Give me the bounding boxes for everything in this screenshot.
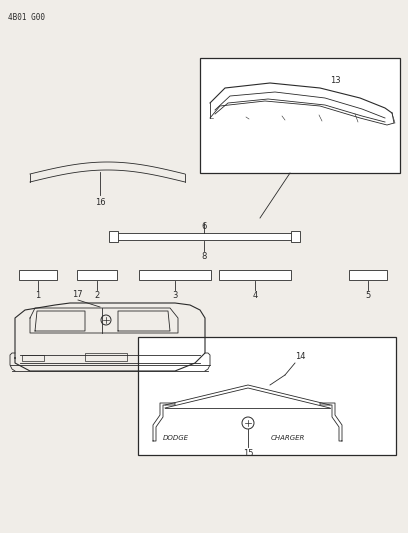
Text: 5: 5 <box>366 291 370 300</box>
Text: DODGE: DODGE <box>163 435 189 441</box>
Text: 13: 13 <box>330 76 341 85</box>
Text: 17: 17 <box>72 290 83 299</box>
Text: 14: 14 <box>295 352 306 361</box>
Bar <box>219 270 291 280</box>
Text: 6: 6 <box>201 222 207 231</box>
Text: 4B01 G00: 4B01 G00 <box>8 13 45 22</box>
Bar <box>349 270 387 280</box>
Text: 8: 8 <box>201 252 207 261</box>
Bar <box>109 231 118 242</box>
Text: 2: 2 <box>94 291 100 300</box>
Bar <box>77 270 117 280</box>
Bar <box>22 355 44 361</box>
Text: 1: 1 <box>35 291 41 300</box>
Bar <box>170 355 192 361</box>
Bar <box>85 353 127 361</box>
Bar <box>138 337 396 455</box>
Text: 4: 4 <box>253 291 257 300</box>
Bar <box>139 270 211 280</box>
Text: 15: 15 <box>243 449 253 458</box>
Text: CHARGER: CHARGER <box>271 435 305 441</box>
Bar <box>117 233 292 240</box>
Bar <box>200 58 400 173</box>
Bar <box>291 231 300 242</box>
Text: 16: 16 <box>95 198 105 207</box>
Text: 3: 3 <box>172 291 178 300</box>
Bar <box>19 270 57 280</box>
